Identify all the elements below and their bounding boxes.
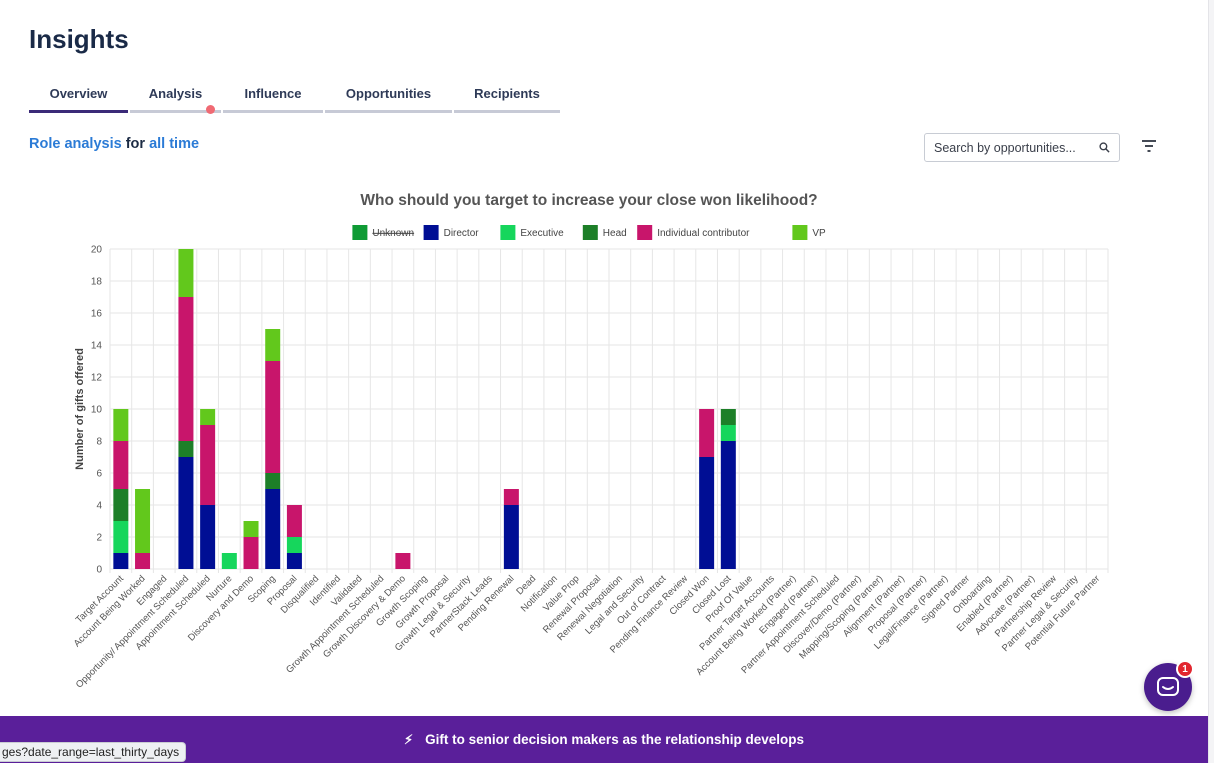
tip-banner: ⚡︎ Gift to senior decision makers as the… [0, 716, 1208, 763]
chart-bars [113, 249, 736, 569]
y-tick-label: 8 [96, 437, 102, 448]
page-title: Insights [29, 24, 129, 54]
y-axis-label: Number of gifts offered [74, 348, 86, 470]
legend-item[interactable]: Executive [500, 225, 564, 240]
chat-icon [1157, 677, 1179, 696]
y-tick-label: 18 [91, 277, 103, 288]
legend-item[interactable]: VP [792, 225, 826, 240]
bar-segment[interactable] [113, 521, 129, 553]
y-axis-ticks: 0 2 4 6 8 10 12 14 16 18 20 [91, 245, 103, 576]
search-box [924, 133, 1120, 162]
chart-title: Who should you target to increase your c… [360, 192, 817, 209]
bar-segment[interactable] [265, 489, 281, 569]
date-range-link[interactable]: all time [149, 136, 200, 152]
tab-influence[interactable]: Influence [223, 86, 323, 113]
bar-segment[interactable] [265, 361, 281, 473]
bar-segment[interactable] [178, 441, 194, 457]
legend-item[interactable]: Unknown [352, 225, 414, 240]
tab-overview[interactable]: Overview [29, 86, 128, 113]
legend-swatch [582, 225, 598, 240]
bar-segment[interactable] [135, 553, 151, 569]
bar-segment[interactable] [243, 537, 259, 569]
bar-segment[interactable] [286, 553, 302, 569]
legend-item[interactable]: Director [423, 225, 480, 240]
y-tick-label: 2 [96, 533, 102, 544]
y-tick-label: 4 [96, 501, 102, 512]
tab-opportunities[interactable]: Opportunities [325, 86, 452, 113]
bar-segment[interactable] [221, 553, 237, 569]
bar-segment[interactable] [178, 457, 194, 569]
bar-segment[interactable] [503, 505, 519, 569]
y-tick-label: 20 [91, 245, 103, 256]
notification-dot [206, 105, 215, 114]
bar-segment[interactable] [699, 457, 715, 569]
chart-legend: Unknown Director Executive Head Individual c… [352, 225, 826, 240]
tab-bar: Overview Analysis Influence Opportunitie… [29, 86, 562, 114]
bar-segment[interactable] [265, 329, 281, 361]
bar-segment[interactable] [113, 553, 129, 569]
legend-swatch [637, 225, 653, 240]
legend-label: Unknown [372, 228, 414, 239]
legend-label: Head [603, 228, 627, 239]
analysis-subtitle: Role analysis for all time [29, 136, 199, 152]
tab-recipients[interactable]: Recipients [454, 86, 560, 113]
bar-segment[interactable] [243, 521, 259, 537]
tab-label: Overview [49, 86, 108, 101]
bar-segment[interactable] [503, 489, 519, 505]
bar-segment[interactable] [200, 409, 216, 425]
subtitle-connector: for [121, 136, 150, 152]
tab-label: Opportunities [345, 86, 432, 101]
bar-segment[interactable] [113, 409, 129, 441]
tab-label: Influence [244, 86, 302, 101]
bar-segment[interactable] [135, 489, 151, 553]
y-tick-label: 6 [96, 469, 102, 480]
chat-notification-badge: 1 [1176, 660, 1194, 678]
legend-swatch [792, 225, 808, 240]
legend-label: VP [812, 228, 826, 239]
y-tick-label: 14 [91, 341, 103, 352]
y-tick-label: 10 [91, 405, 103, 416]
bar-segment[interactable] [720, 425, 736, 441]
legend-item[interactable]: Head [582, 225, 627, 240]
bar-segment[interactable] [113, 441, 129, 489]
tab-analysis[interactable]: Analysis [130, 86, 221, 114]
bar-segment[interactable] [178, 297, 194, 441]
bar-segment[interactable] [200, 505, 216, 569]
bar-segment[interactable] [200, 425, 216, 505]
search-icon[interactable] [1097, 141, 1111, 155]
chart-svg: Who should you target to increase your c… [72, 192, 1109, 691]
y-tick-label: 0 [96, 565, 102, 576]
role-analysis-link[interactable]: Role analysis [29, 136, 122, 152]
chart-grid [109, 248, 1109, 573]
search-input[interactable] [934, 140, 1092, 155]
banner-text: Gift to senior decision makers as the re… [425, 732, 804, 747]
legend-swatch [500, 225, 516, 240]
tab-label: Analysis [148, 86, 203, 101]
bolt-icon: ⚡︎ [404, 731, 414, 747]
bar-segment[interactable] [178, 249, 194, 297]
bar-segment[interactable] [286, 537, 302, 553]
bar-segment[interactable] [265, 473, 281, 489]
bar-segment[interactable] [699, 409, 715, 457]
bar-segment[interactable] [113, 489, 129, 521]
bar-segment[interactable] [286, 505, 302, 537]
y-tick-label: 12 [91, 373, 103, 384]
legend-swatch [352, 225, 368, 240]
y-tick-label: 16 [91, 309, 103, 320]
bar-segment[interactable] [720, 441, 736, 569]
legend-label: Director [444, 228, 480, 239]
legend-swatch [423, 225, 439, 240]
window-edge [1208, 0, 1214, 763]
legend-item[interactable]: Individual contributor [637, 225, 750, 240]
stacked-bar-chart: Who should you target to increase your c… [60, 180, 1130, 700]
tab-label: Recipients [474, 86, 540, 101]
legend-label: Individual contributor [657, 228, 750, 239]
status-bar-url: ges?date_range=last_thirty_days [0, 742, 187, 762]
filter-icon[interactable] [1140, 138, 1158, 154]
legend-label: Executive [520, 228, 564, 239]
bar-segment[interactable] [395, 553, 411, 569]
bar-segment[interactable] [720, 409, 736, 425]
